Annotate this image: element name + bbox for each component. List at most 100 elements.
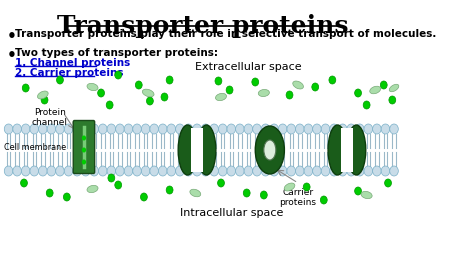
Circle shape [244, 124, 253, 134]
Circle shape [184, 124, 193, 134]
Circle shape [261, 166, 270, 176]
Circle shape [150, 124, 158, 134]
Circle shape [167, 124, 175, 134]
Text: 2. Carrier proteins: 2. Carrier proteins [16, 68, 124, 78]
Circle shape [278, 166, 287, 176]
Circle shape [4, 166, 13, 176]
Circle shape [320, 196, 327, 204]
Circle shape [389, 96, 396, 104]
Circle shape [140, 193, 147, 201]
Circle shape [99, 124, 107, 134]
Circle shape [313, 124, 321, 134]
Ellipse shape [197, 125, 216, 175]
Circle shape [356, 124, 364, 134]
Circle shape [384, 179, 392, 187]
Circle shape [390, 166, 398, 176]
Circle shape [55, 124, 64, 134]
Circle shape [270, 124, 278, 134]
Ellipse shape [87, 185, 98, 193]
Circle shape [381, 124, 390, 134]
Text: Carrier
proteins: Carrier proteins [280, 188, 317, 207]
Circle shape [21, 166, 30, 176]
Circle shape [133, 124, 141, 134]
Circle shape [108, 174, 115, 182]
Circle shape [13, 124, 21, 134]
Circle shape [175, 124, 184, 134]
Circle shape [20, 179, 27, 187]
Circle shape [124, 166, 133, 176]
Circle shape [56, 76, 64, 84]
Circle shape [355, 89, 362, 97]
Circle shape [99, 166, 107, 176]
Circle shape [312, 83, 319, 91]
Text: 1. Channel proteins: 1. Channel proteins [16, 58, 131, 68]
Circle shape [210, 124, 219, 134]
Circle shape [287, 166, 295, 176]
Circle shape [287, 124, 295, 134]
Circle shape [82, 160, 86, 164]
Circle shape [30, 166, 38, 176]
Circle shape [158, 166, 167, 176]
Circle shape [390, 124, 398, 134]
Circle shape [98, 89, 104, 97]
Circle shape [116, 124, 124, 134]
Circle shape [115, 71, 122, 79]
Ellipse shape [347, 125, 366, 175]
Circle shape [201, 124, 210, 134]
Circle shape [82, 148, 86, 152]
Circle shape [364, 124, 373, 134]
Circle shape [321, 124, 330, 134]
Ellipse shape [284, 183, 295, 191]
Ellipse shape [328, 125, 347, 175]
Circle shape [252, 78, 259, 86]
Text: Transporter proteins play their role in selective transport of molecules.: Transporter proteins play their role in … [16, 29, 437, 39]
Circle shape [41, 96, 48, 104]
Circle shape [295, 124, 304, 134]
Circle shape [303, 183, 310, 191]
Circle shape [107, 166, 116, 176]
Circle shape [338, 124, 347, 134]
Circle shape [167, 166, 175, 176]
Circle shape [38, 166, 47, 176]
Ellipse shape [258, 89, 269, 97]
Circle shape [227, 166, 236, 176]
Circle shape [107, 124, 116, 134]
Circle shape [141, 166, 150, 176]
Circle shape [253, 124, 261, 134]
Ellipse shape [293, 81, 303, 89]
Circle shape [260, 191, 267, 199]
Text: Intracellular space: Intracellular space [180, 208, 283, 218]
Circle shape [304, 124, 313, 134]
Circle shape [21, 124, 30, 134]
Circle shape [210, 166, 219, 176]
Circle shape [124, 124, 133, 134]
Text: Two types of transporter proteins:: Two types of transporter proteins: [16, 48, 219, 58]
Circle shape [215, 77, 222, 85]
Ellipse shape [216, 93, 227, 101]
Circle shape [193, 124, 201, 134]
Circle shape [46, 189, 53, 197]
Circle shape [166, 76, 173, 84]
Circle shape [270, 166, 278, 176]
Bar [341, 128, 353, 172]
Circle shape [161, 93, 168, 101]
Circle shape [218, 179, 224, 187]
Circle shape [73, 124, 82, 134]
Text: •: • [7, 29, 17, 44]
Circle shape [30, 124, 38, 134]
Circle shape [381, 166, 390, 176]
Circle shape [201, 166, 210, 176]
Circle shape [236, 124, 244, 134]
Circle shape [64, 166, 73, 176]
Circle shape [90, 124, 99, 134]
Circle shape [373, 124, 381, 134]
Text: Protein
channel: Protein channel [32, 108, 68, 127]
Circle shape [295, 166, 304, 176]
Circle shape [329, 76, 336, 84]
Circle shape [166, 186, 173, 194]
Ellipse shape [142, 89, 154, 97]
Circle shape [236, 166, 244, 176]
Circle shape [158, 124, 167, 134]
Circle shape [47, 124, 55, 134]
Circle shape [64, 124, 73, 134]
